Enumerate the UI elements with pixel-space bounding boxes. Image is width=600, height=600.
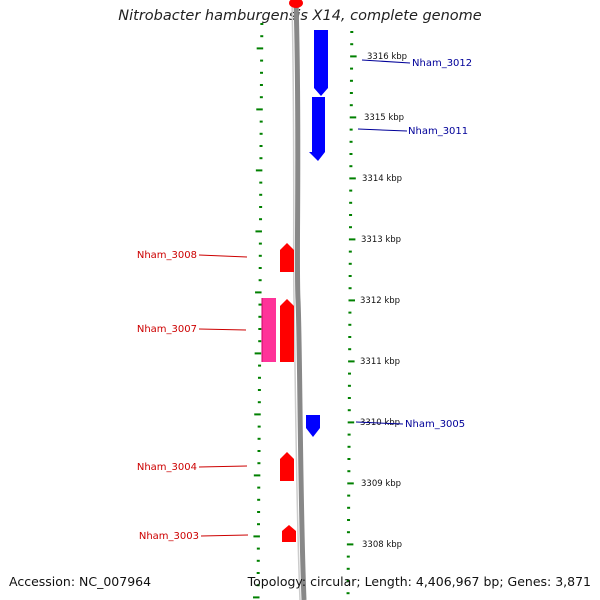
gene-arrow[interactable] bbox=[280, 452, 294, 481]
scale-label-3312: 3312 kbp bbox=[360, 296, 400, 306]
gene-arrow[interactable] bbox=[280, 299, 294, 362]
gene-nham-3004[interactable] bbox=[280, 452, 294, 481]
scale-label-3311: 3311 kbp bbox=[360, 357, 400, 367]
gene-nham-3012[interactable] bbox=[314, 30, 328, 96]
origin-marker bbox=[289, 0, 303, 8]
tick-rings bbox=[253, 23, 357, 599]
gene-label-nham-3008[interactable]: Nham_3008 bbox=[137, 250, 197, 261]
genome-summary-text: Topology: circular; Length: 4,406,967 bp… bbox=[247, 574, 591, 589]
leader-line-nham-3003 bbox=[200, 534, 249, 537]
gene-arrow[interactable] bbox=[306, 415, 320, 437]
gene-arrow[interactable] bbox=[280, 243, 294, 272]
gene-label-nham-3007[interactable]: Nham_3007 bbox=[137, 324, 197, 335]
leader-line-nham-3012 bbox=[361, 59, 411, 64]
scale-label-3309: 3309 kbp bbox=[361, 479, 401, 489]
leader-line-nham-3011 bbox=[357, 128, 408, 132]
scale-labels: 3316 kbp 3315 kbp 3314 kbp 3313 kbp 3312… bbox=[360, 52, 407, 550]
gene-arrow[interactable] bbox=[282, 525, 296, 542]
gene-label-nham-3011[interactable]: Nham_3011 bbox=[408, 126, 468, 137]
gene-nham-3008[interactable] bbox=[280, 243, 294, 272]
genome-backbone bbox=[293, 0, 307, 600]
gene-label-nham-3012[interactable]: Nham_3012 bbox=[412, 58, 472, 69]
genome-backbone-highlight bbox=[291, 0, 301, 600]
scale-label-3316: 3316 kbp bbox=[367, 52, 407, 62]
scale-label-3315: 3315 kbp bbox=[364, 113, 404, 123]
gene-label-nham-3005[interactable]: Nham_3005 bbox=[405, 419, 465, 430]
gene-nham-3007[interactable] bbox=[261, 298, 294, 362]
leader-line-nham-3008 bbox=[198, 254, 248, 258]
gene-leader-lines bbox=[198, 59, 411, 537]
accession-text: Accession: NC_007964 bbox=[9, 574, 152, 589]
rna-feature[interactable] bbox=[262, 298, 276, 362]
genome-title: Nitrobacter hamburgensis X14, complete g… bbox=[118, 8, 482, 24]
scale-label-3308: 3308 kbp bbox=[362, 540, 402, 550]
leader-line-nham-3004 bbox=[198, 465, 248, 468]
gene-nham-3003[interactable] bbox=[282, 525, 296, 542]
gene-nham-3005[interactable] bbox=[306, 415, 320, 437]
scale-label-3313: 3313 kbp bbox=[361, 235, 401, 245]
gene-arrow[interactable] bbox=[314, 30, 328, 96]
scale-label-3314: 3314 kbp bbox=[362, 174, 402, 184]
gene-nham-3011[interactable] bbox=[309, 97, 325, 161]
leader-line-nham-3005 bbox=[355, 421, 404, 425]
leader-line-nham-3007 bbox=[198, 328, 247, 331]
gene-label-nham-3004[interactable]: Nham_3004 bbox=[137, 462, 197, 473]
gene-labels: Nham_3012 Nham_3011 Nham_3005 Nham_3008 … bbox=[137, 58, 472, 542]
gene-arrow[interactable] bbox=[309, 97, 325, 161]
gene-label-nham-3003[interactable]: Nham_3003 bbox=[139, 531, 199, 542]
